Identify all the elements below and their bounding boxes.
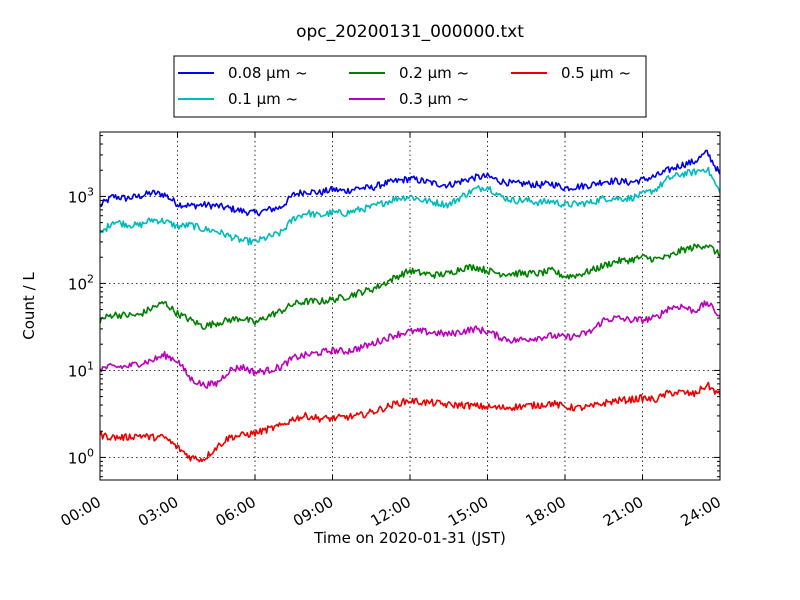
legend-label-0.3: 0.3 μm ~ xyxy=(399,90,469,108)
x-tick-label: 15:00 xyxy=(445,493,491,530)
x-tick-label: 03:00 xyxy=(135,493,181,530)
series-lines xyxy=(99,149,721,463)
x-axis-label: Time on 2020-01-31 (JST) xyxy=(313,529,506,547)
legend-label-0.5: 0.5 μm ~ xyxy=(561,64,631,82)
x-tick-label: 09:00 xyxy=(290,493,336,530)
chart-title: opc_20200131_000000.txt xyxy=(296,22,524,42)
series-line-0.1 xyxy=(99,166,721,246)
series-line-0.2 xyxy=(99,243,721,331)
y-tick-label: 102 xyxy=(68,272,94,293)
series-line-0.3 xyxy=(99,300,721,389)
legend-label-0.08: 0.08 μm ~ xyxy=(228,64,308,82)
x-tick-label: 12:00 xyxy=(368,493,414,530)
x-tick-label: 21:00 xyxy=(600,493,646,530)
x-tick-label: 24:00 xyxy=(678,493,724,530)
x-tick-label: 06:00 xyxy=(213,493,259,530)
legend: 0.08 μm ~ 0.1 μm ~ 0.2 μm ~ 0.3 μm ~ 0.5 μm … xyxy=(173,55,647,118)
x-tick-label: 00:00 xyxy=(58,493,104,530)
plot-area: 00:00 03:00 06:00 09:00 12:00 15:00 18:00 21:00… xyxy=(58,131,724,530)
legend-frame xyxy=(173,55,647,118)
y-axis-label: Count / L xyxy=(20,272,38,340)
series-line-0.5 xyxy=(99,381,721,463)
y-tick-label: 100 xyxy=(68,446,94,467)
plot-background xyxy=(100,132,720,480)
y-tick-label: 101 xyxy=(68,359,94,380)
y-tick-label: 103 xyxy=(68,185,94,206)
series-line-0.08 xyxy=(99,149,721,217)
legend-label-0.2: 0.2 μm ~ xyxy=(399,64,469,82)
legend-label-0.1: 0.1 μm ~ xyxy=(228,90,298,108)
x-tick-label: 18:00 xyxy=(523,493,569,530)
